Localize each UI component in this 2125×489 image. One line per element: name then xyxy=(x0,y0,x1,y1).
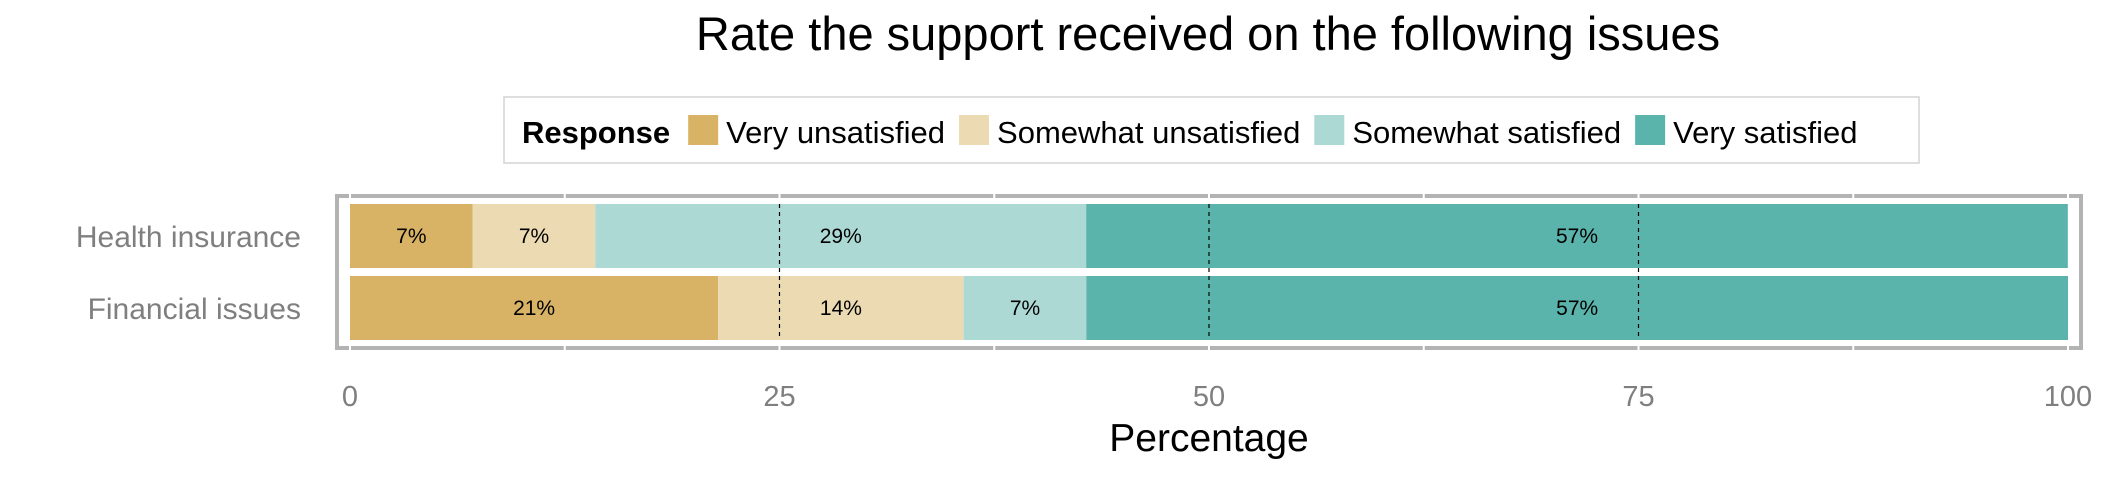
x-tick-label: 50 xyxy=(1193,381,1225,413)
chart-title: Rate the support received on the followi… xyxy=(696,7,1720,60)
x-tick-label: 75 xyxy=(1622,381,1654,413)
x-tick-label: 0 xyxy=(342,381,358,413)
x-tick-label: 25 xyxy=(763,381,795,413)
bar-label: 57% xyxy=(1556,225,1598,248)
x-axis-title: Percentage xyxy=(1109,417,1308,460)
bar-label: 7% xyxy=(396,225,426,248)
legend-swatch-somewhat-unsatisfied xyxy=(959,115,990,145)
bar-health-insurance-very-satisfied xyxy=(1086,204,2068,268)
bar-label: 29% xyxy=(820,225,862,248)
bar-health-insurance-somewhat-satisfied xyxy=(595,204,1087,268)
category-label: Financial issues xyxy=(88,293,301,326)
legend-swatch-very-satisfied xyxy=(1635,115,1666,145)
bar-label: 14% xyxy=(820,297,862,320)
category-label: Health insurance xyxy=(76,221,301,254)
bars xyxy=(350,204,2068,340)
category-labels: Health insurance Financial issues xyxy=(76,221,301,326)
legend-swatch-somewhat-satisfied xyxy=(1314,115,1345,145)
x-tick-label: 100 xyxy=(2044,381,2092,413)
reference-lines xyxy=(778,204,1640,340)
bar-label: 7% xyxy=(1010,297,1040,320)
bar-financial-issues-very-satisfied xyxy=(1086,276,2068,340)
x-axis-ticks: 0 25 50 75 100 xyxy=(342,381,2092,413)
bar-label: 7% xyxy=(519,225,549,248)
legend-swatch-very-unsatisfied xyxy=(688,115,719,145)
legend-label-very-satisfied: Very satisfied xyxy=(1673,115,1857,150)
legend: Response Very unsatisfied Somewhat unsati… xyxy=(503,96,1920,164)
bar-financial-issues-somewhat-satisfied xyxy=(963,276,1087,340)
legend-box xyxy=(503,96,1920,164)
bar-health-insurance-very-unsatisfied xyxy=(350,204,473,268)
bar-label: 57% xyxy=(1556,297,1598,320)
bar-label: 21% xyxy=(513,297,555,320)
bar-health-insurance-somewhat-unsatisfied xyxy=(472,204,596,268)
legend-label-very-unsatisfied: Very unsatisfied xyxy=(726,115,945,150)
legend-label-somewhat-unsatisfied: Somewhat unsatisfied xyxy=(997,115,1300,150)
bar-financial-issues-very-unsatisfied xyxy=(350,276,719,340)
bar-financial-issues-somewhat-unsatisfied xyxy=(718,276,964,340)
legend-title: Response xyxy=(522,115,670,150)
legend-label-somewhat-satisfied: Somewhat satisfied xyxy=(1352,115,1621,150)
bar-labels: 7% 7% 29% 57% 21% 14% 7% 57% xyxy=(396,225,1598,320)
